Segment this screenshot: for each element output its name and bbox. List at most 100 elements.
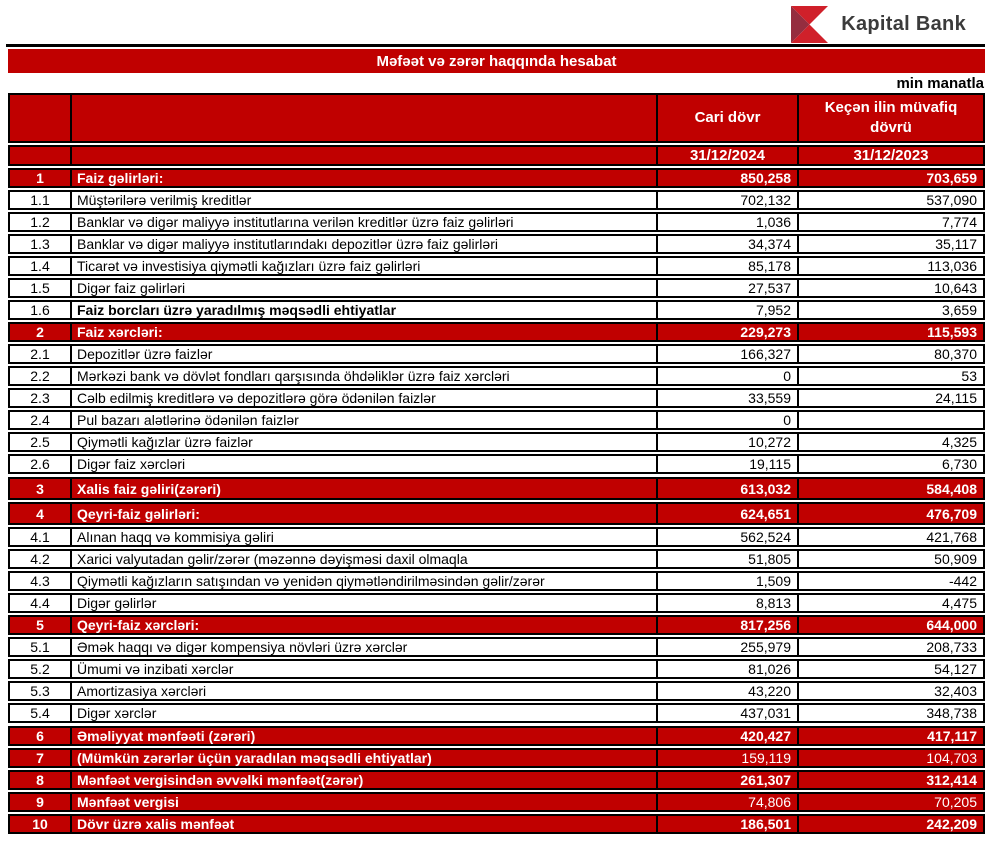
row-current-value: 186,501 — [658, 816, 799, 832]
row-number: 4.3 — [10, 573, 72, 589]
row-current-value: 166,327 — [658, 346, 799, 362]
row-current-value: 1,509 — [658, 573, 799, 589]
row-previous-value: 417,117 — [927, 728, 977, 744]
row-previous-value: 115,593 — [927, 324, 977, 340]
row-number: 1.6 — [10, 302, 72, 318]
row-label: Digər faiz xərcləri — [72, 456, 658, 472]
table-row: 9 Mənfəət vergisi 74,806 70,205 — [8, 792, 985, 812]
table-row: 5.1 Əmək haqqı və digər kompensiya növlə… — [8, 637, 985, 657]
row-number: 9 — [10, 794, 72, 810]
row-previous-value: 24,115 — [935, 390, 977, 406]
row-previous-value: 54,127 — [934, 661, 977, 677]
row-current-value: 437,031 — [658, 705, 799, 721]
table-row: 1.6 Faiz borcları üzrə yaradılmış məqsəd… — [8, 300, 985, 320]
row-number: 4.1 — [10, 529, 72, 545]
report-table: Cari dövr Keçən ilin müvafiq dövrü 31/12… — [8, 93, 985, 836]
column-header-previous: Keçən ilin müvafiq dövrü — [824, 98, 958, 136]
row-previous-value: 476,709 — [926, 505, 977, 522]
row-number: 5 — [10, 617, 72, 633]
brand-logo: Kapital Bank — [791, 6, 966, 43]
row-number: 8 — [10, 772, 72, 788]
row-number: 10 — [10, 816, 72, 832]
row-previous-value: 421,768 — [926, 529, 977, 545]
row-label: Xalis faiz gəliri(zərəri) — [72, 479, 658, 498]
row-label: Mərkəzi bank və dövlət fondları qarşısın… — [72, 368, 658, 384]
row-label: Alınan haqq və kommisiya gəliri — [72, 529, 658, 545]
row-label: Banklar və digər maliyyə institutlarına … — [72, 214, 658, 230]
table-row: 2.5 Qiymətli kağızlar üzrə faizlər 10,27… — [8, 432, 985, 452]
row-number: 4.2 — [10, 551, 72, 567]
table-row: 4 Qeyri-faiz gəlirləri: 624,651 476,709 — [8, 502, 985, 525]
table-row: 6 Əməliyyat mənfəəti (zərəri) 420,427 41… — [8, 726, 985, 746]
row-previous-value: 35,117 — [935, 236, 977, 252]
table-row: 5.2 Ümumi və inzibati xərclər 81,026 54,… — [8, 659, 985, 679]
row-number: 1.3 — [10, 236, 72, 252]
row-current-value: 19,115 — [658, 456, 799, 472]
row-current-value: 43,220 — [658, 683, 799, 699]
row-number: 1 — [10, 170, 72, 186]
column-date-current: 31/12/2024 — [658, 147, 799, 164]
row-previous-value: 537,090 — [926, 192, 977, 208]
row-previous-value: 50,909 — [934, 551, 977, 567]
row-number: 2 — [10, 324, 72, 340]
row-label: Pul bazarı alətlərinə ödənilən faizlər — [72, 412, 658, 428]
row-current-value: 159,119 — [658, 750, 799, 766]
row-label: Müştərilərə verilmiş kreditlər — [72, 192, 658, 208]
row-previous-value: 80,370 — [934, 346, 977, 362]
row-current-value: 562,524 — [658, 529, 799, 545]
header-number-cell — [10, 95, 72, 141]
row-number: 5.4 — [10, 705, 72, 721]
date-label-cell — [72, 147, 658, 164]
row-label: Faiz gəlirləri: — [72, 170, 658, 186]
row-number: 5.1 — [10, 639, 72, 655]
table-row: 4.2 Xarici valyutadan gəlir/zərər (məzən… — [8, 549, 985, 569]
row-label: Digər gəlirlər — [72, 595, 658, 611]
row-label: Faiz xərcləri: — [72, 324, 658, 340]
row-label: Xarici valyutadan gəlir/zərər (məzənnə d… — [72, 551, 658, 567]
row-label: Digər faiz gəlirləri — [72, 280, 658, 296]
table-header-row: Cari dövr Keçən ilin müvafiq dövrü — [8, 93, 985, 143]
row-previous-value: 53 — [961, 368, 977, 384]
row-previous-value: 703,659 — [926, 170, 977, 186]
table-row: 1 Faiz gəlirləri: 850,258 703,659 — [8, 168, 985, 188]
table-row: 1.4 Ticarət və investisiya qiymətli kağı… — [8, 256, 985, 276]
row-current-value: 81,026 — [658, 661, 799, 677]
row-previous-value: 584,408 — [926, 480, 977, 497]
table-row: 4.3 Qiymətli kağızların satışından və ye… — [8, 571, 985, 591]
table-row: 4.1 Alınan haqq və kommisiya gəliri 562,… — [8, 527, 985, 547]
row-number: 2.2 — [10, 368, 72, 384]
table-row: 5.4 Digər xərclər 437,031 348,738 — [8, 703, 985, 723]
row-label: Qiymətli kağızların satışından və yenidə… — [72, 573, 658, 589]
table-row: 1.5 Digər faiz gəlirləri 27,537 10,643 — [8, 278, 985, 298]
row-previous-value: 644,000 — [926, 617, 977, 633]
table-row: 1.1 Müştərilərə verilmiş kreditlər 702,1… — [8, 190, 985, 210]
row-number: 1.4 — [10, 258, 72, 274]
table-row: 2.3 Cəlb edilmiş kreditlərə və depozitlə… — [8, 388, 985, 408]
row-previous-value: 4,325 — [941, 434, 977, 450]
row-label: Dövr üzrə xalis mənfəət — [72, 816, 658, 832]
row-current-value: 33,559 — [658, 390, 799, 406]
row-previous-value: 312,414 — [926, 772, 977, 788]
row-label: Amortizasiya xərcləri — [72, 683, 658, 699]
row-label: Digər xərclər — [72, 705, 658, 721]
row-previous-value — [799, 412, 983, 428]
row-number: 3 — [10, 479, 72, 498]
row-current-value: 10,272 — [658, 434, 799, 450]
row-label: Qeyri-faiz gəlirləri: — [72, 504, 658, 523]
row-current-value: 850,258 — [658, 170, 799, 186]
row-previous-value: 4,475 — [941, 595, 977, 611]
table-row: 2 Faiz xərcləri: 229,273 115,593 — [8, 322, 985, 342]
row-number: 2.3 — [10, 390, 72, 406]
row-number: 1.5 — [10, 280, 72, 296]
row-label: Ümumi və inzibati xərclər — [72, 661, 658, 677]
table-row: 10 Dövr üzrə xalis mənfəət 186,501 242,2… — [8, 814, 985, 834]
row-previous-value: 32,403 — [934, 683, 977, 699]
row-number: 7 — [10, 750, 72, 766]
row-previous-value: -442 — [948, 573, 977, 589]
row-number: 2.5 — [10, 434, 72, 450]
row-current-value: 34,374 — [658, 236, 799, 252]
row-previous-value: 113,036 — [927, 258, 977, 274]
row-number: 6 — [10, 728, 72, 744]
row-number: 5.2 — [10, 661, 72, 677]
table-row: 2.1 Depozitlər üzrə faizlər 166,327 80,3… — [8, 344, 985, 364]
